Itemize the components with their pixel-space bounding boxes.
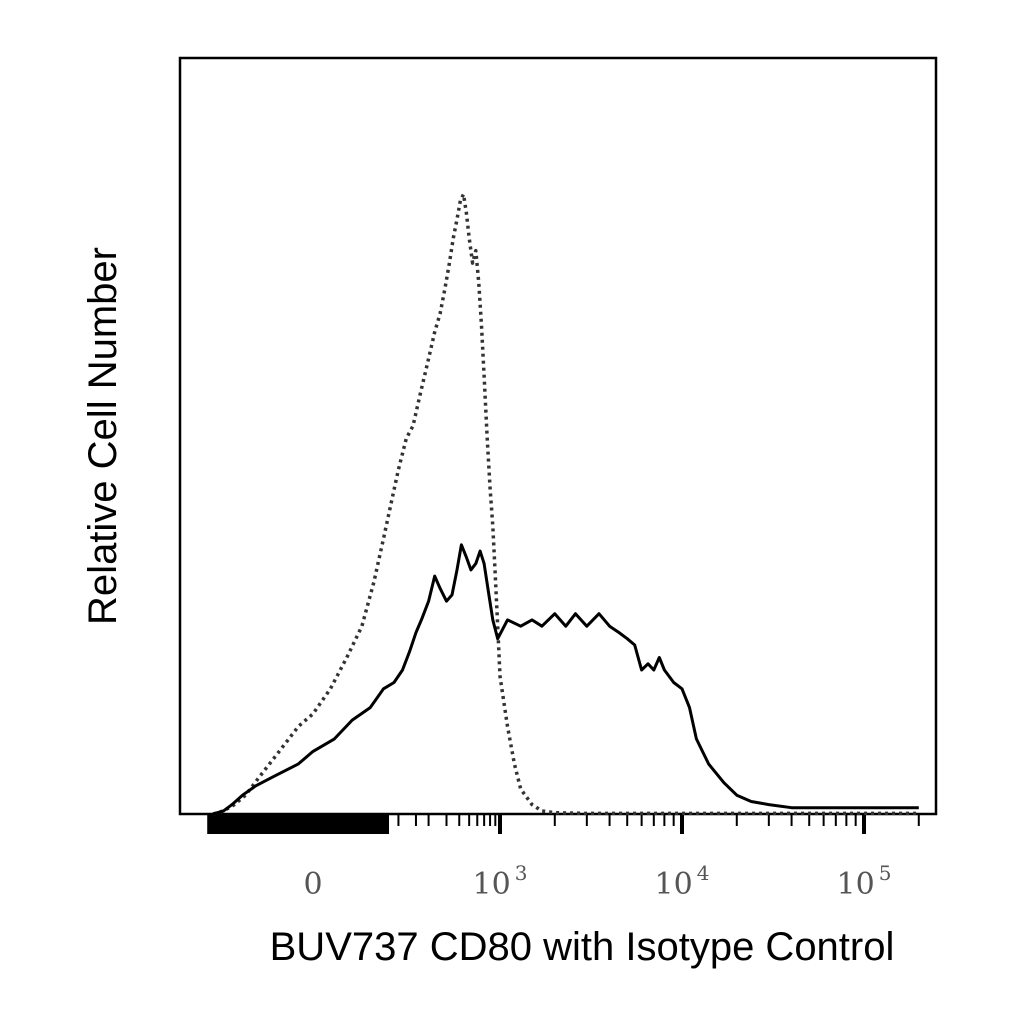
x-tick-label: 10 4 — [655, 861, 710, 902]
cd80-series-line — [212, 543, 919, 816]
x-tick-label: 0 — [303, 867, 322, 902]
y-axis-title: Relative Cell Number — [81, 247, 125, 625]
x-axis-title: BUV737 CD80 with Isotype Control — [270, 925, 895, 969]
series-group — [212, 192, 919, 816]
x-axis-ticks — [207, 814, 920, 834]
x-zero-tick-band — [207, 814, 390, 834]
x-axis-tick-labels: 0 10 3 10 4 10 5 — [303, 861, 891, 902]
x-tick-label: 10 3 — [473, 861, 528, 902]
plot-frame — [178, 56, 938, 816]
isotype-control-series-line — [212, 192, 919, 816]
x-tick-label: 10 5 — [837, 861, 892, 902]
